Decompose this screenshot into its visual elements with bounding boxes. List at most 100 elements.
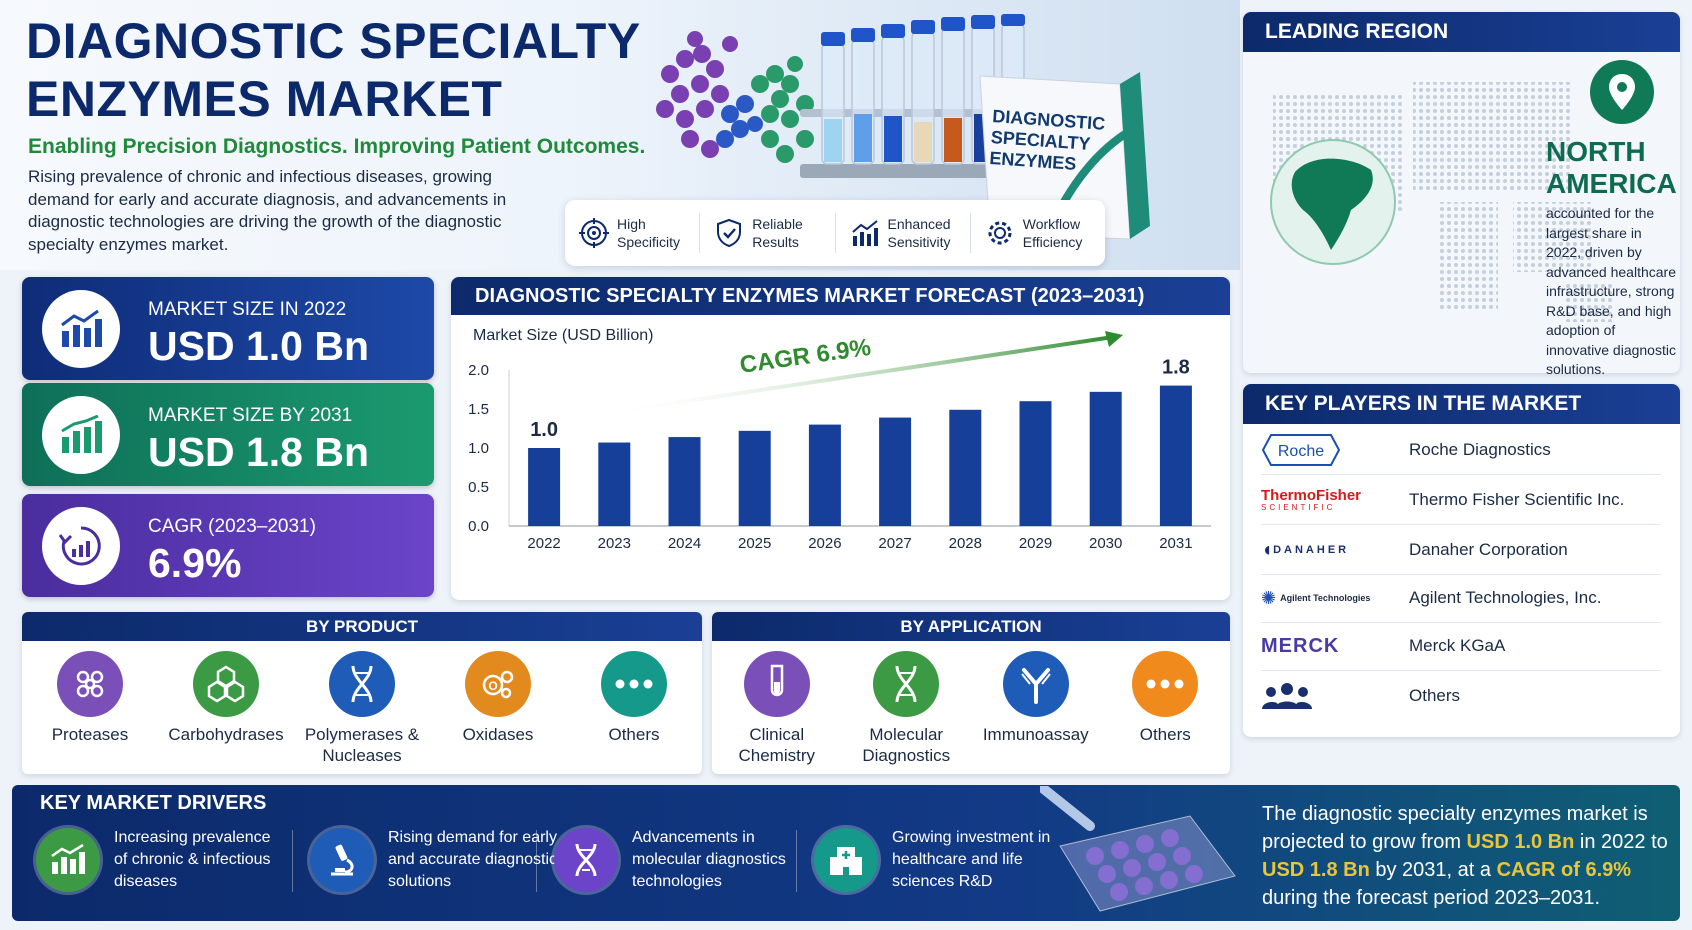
feature-label: Enhanced Sensitivity [887,216,951,250]
gear-icon [988,221,1012,245]
driver-label: Increasing prevalence of chronic & infec… [114,829,271,890]
test-tube-icon [743,651,810,717]
chart-growth-icon [36,828,100,892]
divider [796,830,797,892]
feature-label: Reliable Results [752,216,803,250]
application-item: Others [1101,651,1231,766]
dna-icon [329,651,395,717]
svg-text:Roche: Roche [1278,443,1324,460]
application-item: Molecular Diagnostics [842,651,972,766]
application-item: Clinical Chemistry [712,651,842,766]
y-tick-label: 0.5 [468,479,489,496]
cagr-arrow [600,335,1114,416]
data-label: 1.0 [530,419,558,441]
player-row: Roche Roche Diagnostics [1261,426,1661,475]
by-application-title: BY APPLICATION [712,612,1230,641]
application-label: Clinical Chemistry [738,725,815,765]
merck-logo: MERCK [1261,634,1340,657]
application-label: Molecular Diagnostics [862,725,951,765]
product-item: Carbohydrases [161,651,291,766]
chart-bar [668,437,701,526]
key-drivers-title: KEY MARKET DRIVERS [40,792,267,814]
region-name: NORTH AMERICA [1546,136,1677,199]
player-name: Agilent Technologies, Inc. [1409,588,1602,607]
divider [292,830,293,892]
x-tick-label: 2027 [878,535,911,552]
player-name: Roche Diagnostics [1409,440,1551,459]
stat-card-market-2031: MARKET SIZE BY 2031 USD 1.8 Bn [22,383,434,486]
x-tick-label: 2030 [1089,535,1122,552]
driver-label: Rising demand for early and accurate dia… [388,829,557,890]
chart-up-icon [851,220,878,246]
cagr-annotation: CAGR 6.9% [738,334,873,379]
x-tick-label: 2028 [949,535,982,552]
microscope-icon [310,828,374,892]
player-name: Danaher Corporation [1409,540,1568,559]
feature-label: Workflow Efficiency [1022,216,1083,250]
chart-bar [598,442,631,526]
agilent-logo: ✺ Agilent Technologies [1261,587,1371,608]
product-label: Carbohydrases [168,725,284,744]
stat-card-cagr: CAGR (2023–2031) 6.9% [22,494,434,597]
chart-bar [1019,401,1052,526]
driver-item: Increasing prevalence of chronic & infec… [36,820,284,900]
page-title: DIAGNOSTIC SPECIALTY ENZYMES MARKET [26,12,641,128]
enzyme-molecule-icon [656,31,814,163]
forecast-chart: Market Size (USD Billion) 1.0 1.8 0.0 0.5 1… [468,327,1211,552]
chart-bar [738,430,771,526]
stat-value: USD 1.0 Bn [148,323,369,369]
product-item: O Oxidases [433,651,563,766]
product-label: Polymerases & Nucleases [304,725,420,765]
intro-text: Rising prevalence of chronic and infecti… [28,167,507,254]
well-plate-illustration [1040,786,1236,912]
more-dots-icon [1132,651,1199,717]
chart-growth-icon [42,396,120,474]
chart-title: DIAGNOSTIC SPECIALTY ENZYMES MARKET FORE… [451,277,1230,315]
player-row: ThermoFisher SCIENTIFIC Thermo Fisher Sc… [1261,476,1661,525]
player-row: ✺ Agilent Technologies Agilent Technologi… [1261,574,1661,623]
product-label: Others [608,725,660,744]
feature-label: High Specificity [617,216,681,250]
application-item: Immunoassay [971,651,1101,766]
x-tick-label: 2029 [1019,535,1052,552]
target-icon [579,218,609,248]
world-map-illustration [1270,82,1613,322]
feature-high-specificity: High Specificity [565,213,701,253]
stat-value: 6.9% [148,540,242,586]
svg-text:O: O [488,679,497,693]
key-players-panel: KEY PLAYERS IN THE MARKET Roche Roche Di… [1243,384,1680,737]
antibody-icon [1002,651,1069,717]
stat-label: MARKET SIZE IN 2022 [148,299,347,320]
by-product-title: BY PRODUCT [22,612,702,641]
tagline: Enabling Precision Diagnostics. Improvin… [28,135,646,158]
divider [536,830,537,892]
chart-bar [1159,385,1192,526]
product-box: DIAGNOSTICSPECIALTYENZYMES [979,72,1150,240]
player-name: Thermo Fisher Scientific Inc. [1409,490,1625,509]
title-line-1: DIAGNOSTIC SPECIALTY [26,13,641,69]
y-tick-label: 2.0 [468,362,489,379]
thermo-fisher-logo: ThermoFisher SCIENTIFIC [1261,486,1362,512]
dna-icon [554,828,618,892]
player-row: MERCK Merck KGaA [1261,622,1661,671]
product-item: Others [569,651,699,766]
stat-label: MARKET SIZE BY 2031 [148,405,353,426]
driver-item: Growing investment in healthcare and lif… [814,820,1062,900]
driver-label: Growing investment in healthcare and lif… [892,829,1051,890]
product-label: Proteases [51,725,129,744]
location-pin-icon [1590,60,1654,124]
feature-enhanced-sensitivity: Enhanced Sensitivity [836,213,971,253]
product-item: Polymerases & Nucleases [297,651,427,766]
player-row: ◖ DANAHER Danaher Corporation [1261,526,1661,575]
chart-bar [949,409,982,526]
hospital-icon [814,828,878,892]
player-name: Merck KGaA [1409,636,1506,655]
x-tick-label: 2022 [527,535,560,552]
by-product-panel: BY PRODUCT Proteases Carbohydrases Polymer… [22,612,702,774]
chart-bar [808,424,841,526]
product-label: Oxidases [462,725,534,744]
product-item: Proteases [25,651,155,766]
shield-check-icon [717,218,742,248]
chart-bar [528,448,561,526]
more-dots-icon [601,651,667,717]
